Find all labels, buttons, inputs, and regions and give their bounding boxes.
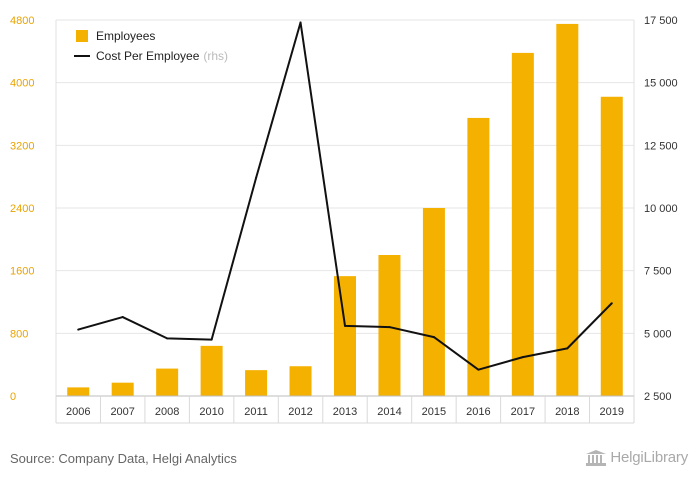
line-point-cost-per-employee <box>477 368 480 371</box>
y-left-tick-label: 4800 <box>10 15 34 27</box>
x-tick-label: 2010 <box>199 406 223 418</box>
x-tick-label: 2012 <box>288 406 312 418</box>
x-tick-label: 2008 <box>155 406 179 418</box>
line-point-cost-per-employee <box>566 347 569 350</box>
y-left-tick-label: 4000 <box>10 78 34 90</box>
x-tick-label: 2019 <box>600 406 624 418</box>
bar-employees <box>467 117 490 397</box>
y-right-tick-label: 12 500 <box>644 140 678 152</box>
bar-employees <box>556 23 579 397</box>
y-left-tick-label: 1600 <box>10 266 34 278</box>
y-right-tick-label: 17 500 <box>644 15 678 27</box>
y-right-tick-label: 2 500 <box>644 391 672 403</box>
line-point-cost-per-employee <box>299 21 302 24</box>
line-point-cost-per-employee <box>210 338 213 341</box>
bar-employees <box>422 208 445 396</box>
y-right-tick-label: 7 500 <box>644 266 672 278</box>
legend-label-employees: Employees <box>96 29 155 43</box>
bar-employees <box>600 96 623 397</box>
library-building-icon <box>586 449 607 466</box>
line-point-cost-per-employee <box>521 356 524 359</box>
line-point-cost-per-employee <box>388 326 391 329</box>
line-point-cost-per-employee <box>121 316 124 319</box>
x-tick-label: 2015 <box>422 406 446 418</box>
x-tick-label: 2011 <box>244 406 268 418</box>
y-left-tick-label: 0 <box>10 391 16 403</box>
y-left-tick-label: 3200 <box>10 140 34 152</box>
bar-employees <box>156 368 179 396</box>
bar-employees <box>200 345 223 396</box>
source-note: Source: Company Data, Helgi Analytics <box>10 451 237 466</box>
line-point-cost-per-employee <box>77 328 80 331</box>
legend-swatch-employees <box>76 30 88 42</box>
y-left-tick-label: 2400 <box>10 203 34 215</box>
x-tick-label: 2018 <box>555 406 579 418</box>
line-point-cost-per-employee <box>432 336 435 339</box>
x-tick-label: 2007 <box>110 406 134 418</box>
x-tick-label: 2006 <box>66 406 90 418</box>
legend-series-name: Cost Per Employee <box>96 49 200 63</box>
y-right-tick-label: 15 000 <box>644 78 678 90</box>
y-right-tick-label: 5 000 <box>644 328 672 340</box>
brand-name: HelgiLibrary <box>610 449 688 466</box>
bar-employees <box>378 255 401 396</box>
bar-employees <box>289 366 312 396</box>
brand-logo: HelgiLibrary <box>586 449 688 466</box>
line-point-cost-per-employee <box>610 302 613 305</box>
x-tick-label: 2013 <box>333 406 357 418</box>
legend-label-cost-per-employee: Cost Per Employee (rhs) <box>96 49 228 63</box>
bar-employees <box>334 276 356 396</box>
legend-rhs-suffix: (rhs) <box>203 49 228 63</box>
y-right-tick-label: 10 000 <box>644 203 678 215</box>
x-tick-label: 2014 <box>377 406 401 418</box>
line-point-cost-per-employee <box>255 176 258 179</box>
bar-employees <box>67 387 90 396</box>
bar-employees <box>111 382 134 396</box>
x-tick-label: 2016 <box>466 406 490 418</box>
bar-employees <box>245 370 268 396</box>
x-tick-label: 2017 <box>511 406 535 418</box>
line-point-cost-per-employee <box>166 337 169 340</box>
line-point-cost-per-employee <box>344 324 346 327</box>
bar-employees <box>511 52 534 397</box>
y-left-tick-label: 800 <box>10 328 28 340</box>
